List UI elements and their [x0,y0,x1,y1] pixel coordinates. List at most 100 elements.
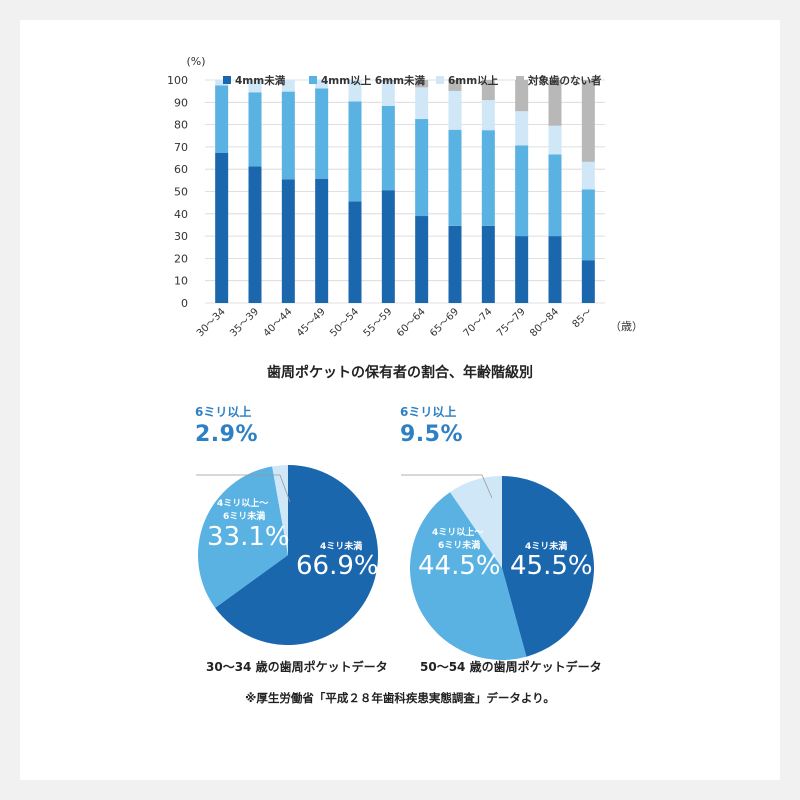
y-tick-label: 70 [174,141,188,154]
x-tick-label: 40～44 [262,306,295,339]
legend-item-over-6mm: 6mm以上 [436,73,498,87]
bar-segment [215,152,229,303]
x-tick-label: 45～49 [295,306,328,339]
bar-segment [381,105,395,191]
pie-1-mid-label-1: 4ミリ以上～ [217,499,269,509]
pie-2-mid-label-2: 6ミリ未満 [438,541,481,551]
bar-segment [348,201,362,303]
y-tick-label: 100 [167,74,188,87]
x-tick-label: 80～84 [528,306,561,339]
pie-1-mid-label-2: 6ミリ未満 [223,512,266,522]
bar-segment [315,88,329,180]
x-tick-labels: 30～34 35～39 40～44 45～49 50～54 55～59 60～64 65～69… [195,306,595,339]
pie-1-dark-value: 66.9% [296,551,379,581]
pie-slice [272,465,288,555]
bar-segment [581,161,595,190]
x-tick-label: 55～59 [362,306,395,339]
content-canvas: 0 10 20 30 40 50 60 70 80 90 100 30～34 35～39 40～44 45… [20,20,780,780]
y-tick-label: 0 [181,297,188,310]
pie-2-mid-value: 44.5% [418,551,501,581]
bar-segment [381,81,395,106]
x-axis-unit: （歳） [610,320,643,333]
bar-segment [415,119,429,217]
bar-segment [215,80,229,86]
pie-2-callout-label: 6ミリ以上 [400,405,457,419]
y-tick-label: 20 [174,252,188,265]
legend-label: 対象歯のない者 [528,74,602,87]
y-tick-labels: 0 10 20 30 40 50 60 70 80 90 100 [167,74,188,310]
pie-charts [196,465,594,660]
pie-slice [502,476,594,657]
bar-segment [348,80,362,102]
y-tick-label: 80 [174,119,188,132]
x-tick-label: 65～69 [428,306,461,339]
bar-segment [481,80,495,101]
bar-segment [381,190,395,303]
y-tick-label: 50 [174,186,188,199]
bar-segment [481,100,495,131]
bar-segment [215,85,229,153]
x-tick-label: 35～39 [228,306,261,339]
pie-chart-30-34 [198,465,378,645]
bar-segment [548,125,562,155]
bar-segment [348,101,362,202]
legend-swatch [223,76,231,84]
bar-segment [548,154,562,237]
chart-title: 歯周ポケットの保有者の割合、年齢階級別 [267,365,533,381]
pie-chart-50-54 [410,476,594,660]
legend-swatch [516,76,524,84]
source-note: ※厚生労働省「平成２８年歯科疾患実態調査」データより。 [245,691,555,705]
pie-slice [198,466,288,608]
pie-1-title: 30～34 歳の歯周ポケットデータ [206,660,388,674]
y-tick-label: 60 [174,163,188,176]
legend-label: 4mm未満 [235,74,286,87]
grid-lines [205,79,605,304]
bar-segment [481,130,495,226]
bar-segment [415,87,429,120]
pie-2-callout-line-diag [481,474,493,499]
bar-segment [415,80,429,88]
bar-segment [548,236,562,303]
bar-segment [381,80,395,82]
bar-segment [515,111,529,146]
legend-label: 4mm以上 6mm未満 [321,74,426,87]
legend-item-under-4mm: 4mm未満 [223,73,285,87]
pie-2-dark-value: 45.5% [510,551,593,581]
y-tick-label: 30 [174,230,188,243]
pie-2-mid-label-1: 4ミリ以上～ [432,528,484,538]
legend-swatch [436,76,444,84]
bar-segment [515,236,529,303]
legend-swatch [309,76,317,84]
x-tick-label: 50～54 [328,306,361,339]
pie-slice [215,465,378,645]
pie-slice [410,492,527,660]
y-tick-label: 40 [174,208,188,221]
bar-segment [315,179,329,303]
bar-segment [281,179,295,303]
legend-item-4-6mm: 4mm以上 6mm未満 [309,73,425,87]
x-tick-label: 60～64 [395,306,428,339]
pie-2-title: 50～54 歳の歯周ポケットデータ [420,660,602,674]
y-tick-label: 90 [174,96,188,109]
bar-segment [248,166,262,303]
pie-1-dark-label: 4ミリ未満 [320,542,363,552]
pie-2-callout-value: 9.5% [400,422,464,447]
bar-segment [281,80,295,92]
stacked-bar-chart: 0 10 20 30 40 50 60 70 80 90 100 30～34 35～39 40～44 45… [167,55,643,339]
x-tick-label: 30～34 [195,306,228,339]
bar-segment [581,189,595,261]
bar-segment [481,225,495,303]
bar-segment [448,90,462,130]
bar-segment [448,80,462,91]
y-axis-unit: (%) [186,55,205,68]
bar-segment [448,129,462,226]
pie-1-callout-label: 6ミリ以上 [195,405,252,419]
legend-label: 6mm以上 [448,74,499,87]
y-tick-label: 10 [174,275,188,288]
bar-segment [248,92,262,167]
bar-segment [281,91,295,180]
x-tick-label: 70～74 [462,306,495,339]
bar-segment [248,80,262,93]
bar-segment [548,80,562,126]
pie-2-dark-label: 4ミリ未満 [525,542,568,552]
